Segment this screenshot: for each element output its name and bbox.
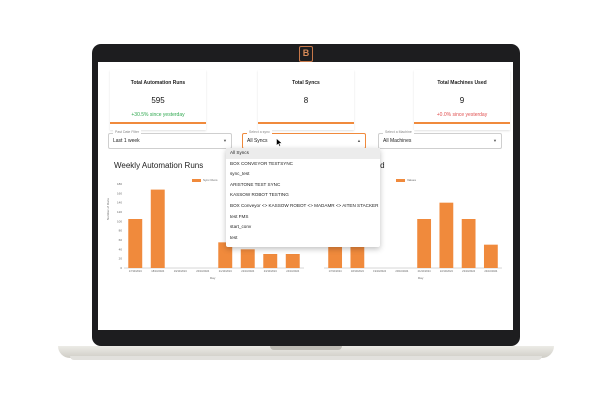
- bar: [218, 242, 233, 268]
- x-tick-label: 18/10/2024: [151, 269, 165, 273]
- bar: [150, 189, 165, 268]
- y-tick-label: 180: [117, 182, 122, 186]
- x-tick-label: 19/10/2024: [174, 269, 188, 273]
- chevron-up-icon: ▲: [357, 138, 361, 143]
- y-tick-label: 40: [119, 247, 123, 251]
- chevron-down-icon: ▼: [223, 138, 227, 143]
- legend-swatch: [192, 178, 201, 182]
- legend-sync-runs: Sync Runs: [192, 178, 218, 182]
- dropdown-option[interactable]: start_conv: [230, 224, 252, 230]
- sync-dropdown-menu: All Syncs BOX CONVEYOR TESTSYNC sync_tes…: [226, 148, 380, 247]
- card-accent-bar: [110, 122, 206, 124]
- select-value: All Syncs: [247, 138, 268, 144]
- x-tick-label: 24/10/2024: [286, 269, 300, 273]
- select-label: Past Date Filter: [113, 130, 142, 134]
- y-tick-label: 160: [117, 191, 122, 195]
- bar: [240, 249, 255, 268]
- x-tick-label: 21/10/2024: [418, 269, 432, 273]
- dropdown-option[interactable]: ARISTONE TEST SYNC: [230, 181, 281, 187]
- card-accent-bar: [258, 122, 354, 124]
- bar: [128, 219, 143, 268]
- x-tick-label: 22/10/2024: [241, 269, 255, 273]
- date-filter-select[interactable]: Past Date Filter Last 1 week ▼: [108, 130, 232, 149]
- x-tick-label: 21/10/2024: [219, 269, 233, 273]
- dropdown-option[interactable]: BOX CONVEYOR TESTSYNC: [230, 160, 293, 166]
- bar: [263, 254, 278, 268]
- card-change: +0.0% since yesterday: [436, 112, 488, 118]
- x-tick-label: 17/10/2024: [329, 269, 343, 273]
- card-title: Total Machines Used: [437, 80, 487, 86]
- select-label: Select a sync: [247, 130, 272, 134]
- dashboard-screen: Total Automation Runs 595 +30.5% since y…: [98, 62, 513, 330]
- x-axis-label-right: Day: [418, 276, 424, 280]
- laptop-base-shadow: [70, 356, 542, 360]
- y-tick-label: 60: [119, 238, 123, 242]
- select-value: All Machines: [383, 138, 412, 144]
- machine-select[interactable]: Select a Machine All Machines ▼: [378, 130, 502, 149]
- dropdown-option[interactable]: KASSOW ROBOT TESTING: [230, 192, 289, 198]
- laptop-base-groove: [270, 346, 342, 350]
- legend-values: Values: [396, 178, 416, 182]
- x-tick-label: 22/10/2024: [440, 269, 454, 273]
- bar: [439, 202, 454, 268]
- dropdown-option[interactable]: test FMS: [230, 213, 249, 219]
- card-change: +30.5% since yesterday: [131, 112, 185, 118]
- x-tick-label: 18/10/2024: [351, 269, 365, 273]
- legend-label: Sync Runs: [203, 178, 218, 182]
- bar: [285, 254, 300, 268]
- card-accent-bar: [414, 122, 510, 124]
- dropdown-option[interactable]: BOX Conveyor <> KASSOW ROBOT <> MADAMR <…: [230, 202, 379, 208]
- legend-swatch: [396, 178, 405, 182]
- y-tick-label: 100: [117, 219, 122, 223]
- laptop-base: [58, 346, 554, 358]
- card-value: 9: [459, 96, 465, 105]
- select-label: Select a Machine: [383, 130, 414, 134]
- card-total-syncs: Total Syncs 8: [258, 70, 354, 130]
- y-tick-label: 120: [117, 210, 122, 214]
- dropdown-option[interactable]: test: [230, 234, 238, 240]
- x-axis-label-left: Day: [210, 276, 216, 280]
- y-tick-label: 20: [119, 257, 123, 261]
- chart-title-weekly-runs: Weekly Automation Runs: [114, 161, 204, 170]
- x-tick-label: 20/10/2024: [395, 269, 409, 273]
- chevron-down-icon: ▼: [493, 138, 497, 143]
- card-value: 595: [151, 96, 165, 105]
- bar: [461, 219, 476, 268]
- dropdown-option[interactable]: sync_test: [230, 171, 250, 177]
- card-total-automation-runs: Total Automation Runs 595 +30.5% since y…: [110, 70, 206, 130]
- card-title: Total Syncs: [292, 80, 320, 86]
- bar: [483, 244, 498, 268]
- x-tick-label: 23/10/2024: [462, 269, 476, 273]
- card-value: 8: [303, 96, 309, 105]
- b-logo-icon: B: [299, 46, 313, 62]
- mouse-pointer-icon: [276, 138, 283, 147]
- y-tick-label: 80: [119, 229, 123, 233]
- select-value: Last 1 week: [113, 138, 140, 144]
- sync-select[interactable]: Select a sync All Syncs ▲: [242, 130, 366, 149]
- y-tick-label: 140: [117, 201, 122, 205]
- card-total-machines: Total Machines Used 9 +0.0% since yester…: [414, 70, 510, 130]
- bar: [417, 219, 432, 268]
- x-tick-label: 23/10/2024: [264, 269, 278, 273]
- dropdown-option[interactable]: All Syncs: [226, 148, 380, 159]
- x-tick-label: 24/10/2024: [484, 269, 498, 273]
- legend-label: Values: [407, 178, 416, 182]
- x-tick-label: 17/10/2024: [129, 269, 143, 273]
- card-title: Total Automation Runs: [130, 80, 186, 86]
- y-tick-label: 0: [120, 266, 122, 270]
- x-tick-label: 19/10/2024: [373, 269, 387, 273]
- x-tick-label: 20/10/2024: [196, 269, 210, 273]
- y-axis-label-left: Number of Runs: [106, 198, 110, 220]
